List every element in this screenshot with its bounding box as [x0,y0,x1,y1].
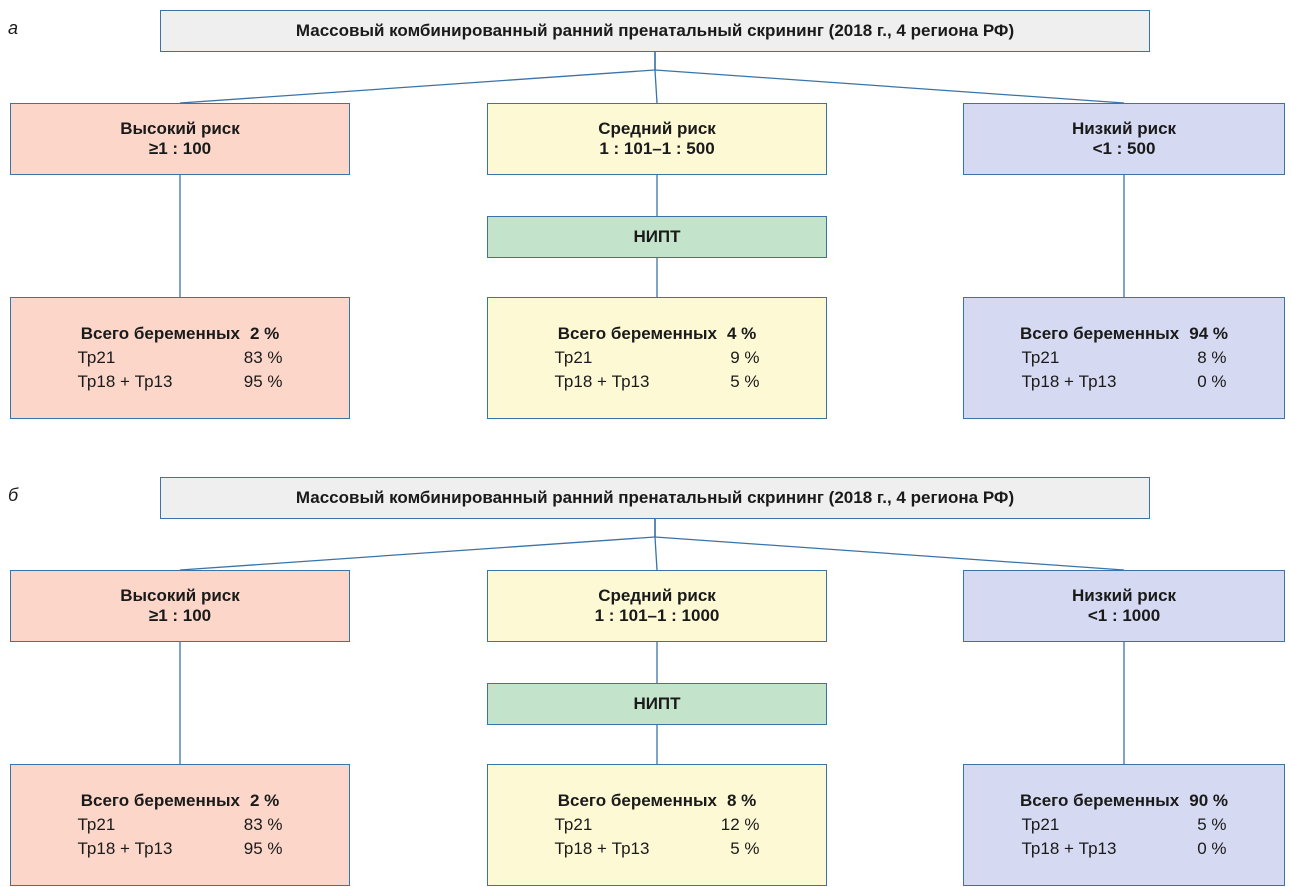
row-label: Тр18 + Тр13 [77,372,173,391]
total-value: 4 % [726,324,757,343]
risk-name: Высокий риск [120,586,240,605]
total-label: Всего беременных [557,791,717,810]
total-value: 2 % [249,791,280,810]
risk-name: Низкий риск [1071,586,1177,605]
row-value: 95 % [243,839,283,858]
panel-label: б [8,485,19,505]
row-value: 0 % [1197,839,1227,858]
row-value: 95 % [243,372,283,391]
connector [179,69,656,104]
result-total: Всего беременных 2 % [81,791,280,811]
nipt: НИПТ [633,694,681,713]
title-box: Массовый комбинированный ранний пренатал… [160,477,1150,519]
result-box: Всего беременных 90 % Тр21 5 % Тр18 + Тр13 0 … [963,764,1285,886]
total-label: Всего беременных [80,324,240,343]
risk-box: Средний риск 1 : 101–1 : 500 [487,103,827,175]
risk-range: 1 : 101–1 : 1000 [594,606,720,625]
title: Массовый комбинированный ранний пренатал… [295,488,1015,507]
total-label: Всего беременных [1019,324,1180,343]
connector [654,69,1125,104]
row-label: Тр21 [554,348,593,367]
row-label: Тр21 [554,815,593,834]
row-value: 5 % [730,372,760,391]
row-value: 8 % [1197,348,1227,367]
row-label: Тр18 + Тр13 [554,839,650,858]
row-label: Тр21 [1021,815,1060,834]
row-value: 83 % [243,348,283,367]
row-label: Тр21 [1021,348,1060,367]
nipt: НИПТ [633,227,681,246]
connector [654,536,658,571]
risk-box: Низкий риск <1 : 500 [963,103,1285,175]
title-box: Массовый комбинированный ранний пренатал… [160,10,1150,52]
risk-range: <1 : 500 [1092,139,1156,158]
result-box: Всего беременных 8 % Тр21 12 % Тр18 + Тр13 5 … [487,764,827,886]
row-label: Тр18 + Тр13 [1021,372,1117,391]
connector [654,536,1125,571]
result-box: Всего беременных 2 % Тр21 83 % Тр18 + Тр13 95… [10,764,350,886]
row-label: Тр21 [77,815,116,834]
risk-name: Высокий риск [120,119,240,138]
result-total: Всего беременных 4 % [558,324,757,344]
result-total: Всего беременных 2 % [81,324,280,344]
total-label: Всего беременных [1019,791,1180,810]
row-value: 12 % [720,815,760,834]
nipt-box: НИПТ [487,683,827,725]
total-value: 94 % [1189,324,1228,343]
row-value: 83 % [243,815,283,834]
result-total: Всего беременных 94 % [1020,324,1228,344]
connector [654,69,658,104]
row-value: 9 % [730,348,760,367]
risk-name: Средний риск [598,586,716,605]
row-label: Тр18 + Тр13 [1021,839,1117,858]
result-box: Всего беременных 4 % Тр21 9 % Тр18 + Тр13 5 % [487,297,827,419]
row-value: 0 % [1197,372,1227,391]
result-rows: Тр21 83 % Тр18 + Тр13 95 % [78,815,283,859]
risk-range: ≥1 : 100 [148,606,212,625]
row-label: Тр21 [77,348,116,367]
total-value: 90 % [1189,791,1228,810]
result-rows: Тр21 9 % Тр18 + Тр13 5 % [555,348,760,392]
nipt-box: НИПТ [487,216,827,258]
risk-range: 1 : 101–1 : 500 [599,139,715,158]
result-rows: Тр21 8 % Тр18 + Тр13 0 % [1022,348,1227,392]
result-rows: Тр21 12 % Тр18 + Тр13 5 % [555,815,760,859]
row-value: 5 % [1197,815,1227,834]
connector [179,536,656,571]
row-value: 5 % [730,839,760,858]
risk-name: Средний риск [598,119,716,138]
risk-name: Низкий риск [1071,119,1177,138]
result-rows: Тр21 5 % Тр18 + Тр13 0 % [1022,815,1227,859]
panel-label: а [8,18,19,38]
risk-box: Высокий риск ≥1 : 100 [10,570,350,642]
result-box: Всего беременных 94 % Тр21 8 % Тр18 + Тр13 0 … [963,297,1285,419]
risk-range: ≥1 : 100 [148,139,212,158]
result-box: Всего беременных 2 % Тр21 83 % Тр18 + Тр13 95… [10,297,350,419]
total-label: Всего беременных [557,324,717,343]
title: Массовый комбинированный ранний пренатал… [295,21,1015,40]
row-label: Тр18 + Тр13 [77,839,173,858]
risk-box: Высокий риск ≥1 : 100 [10,103,350,175]
result-rows: Тр21 83 % Тр18 + Тр13 95 % [78,348,283,392]
total-value: 8 % [726,791,757,810]
total-label: Всего беременных [80,791,240,810]
risk-box: Низкий риск <1 : 1000 [963,570,1285,642]
total-value: 2 % [249,324,280,343]
result-total: Всего беременных 90 % [1020,791,1228,811]
row-label: Тр18 + Тр13 [554,372,650,391]
result-total: Всего беременных 8 % [558,791,757,811]
risk-box: Средний риск 1 : 101–1 : 1000 [487,570,827,642]
risk-range: <1 : 1000 [1087,606,1161,625]
